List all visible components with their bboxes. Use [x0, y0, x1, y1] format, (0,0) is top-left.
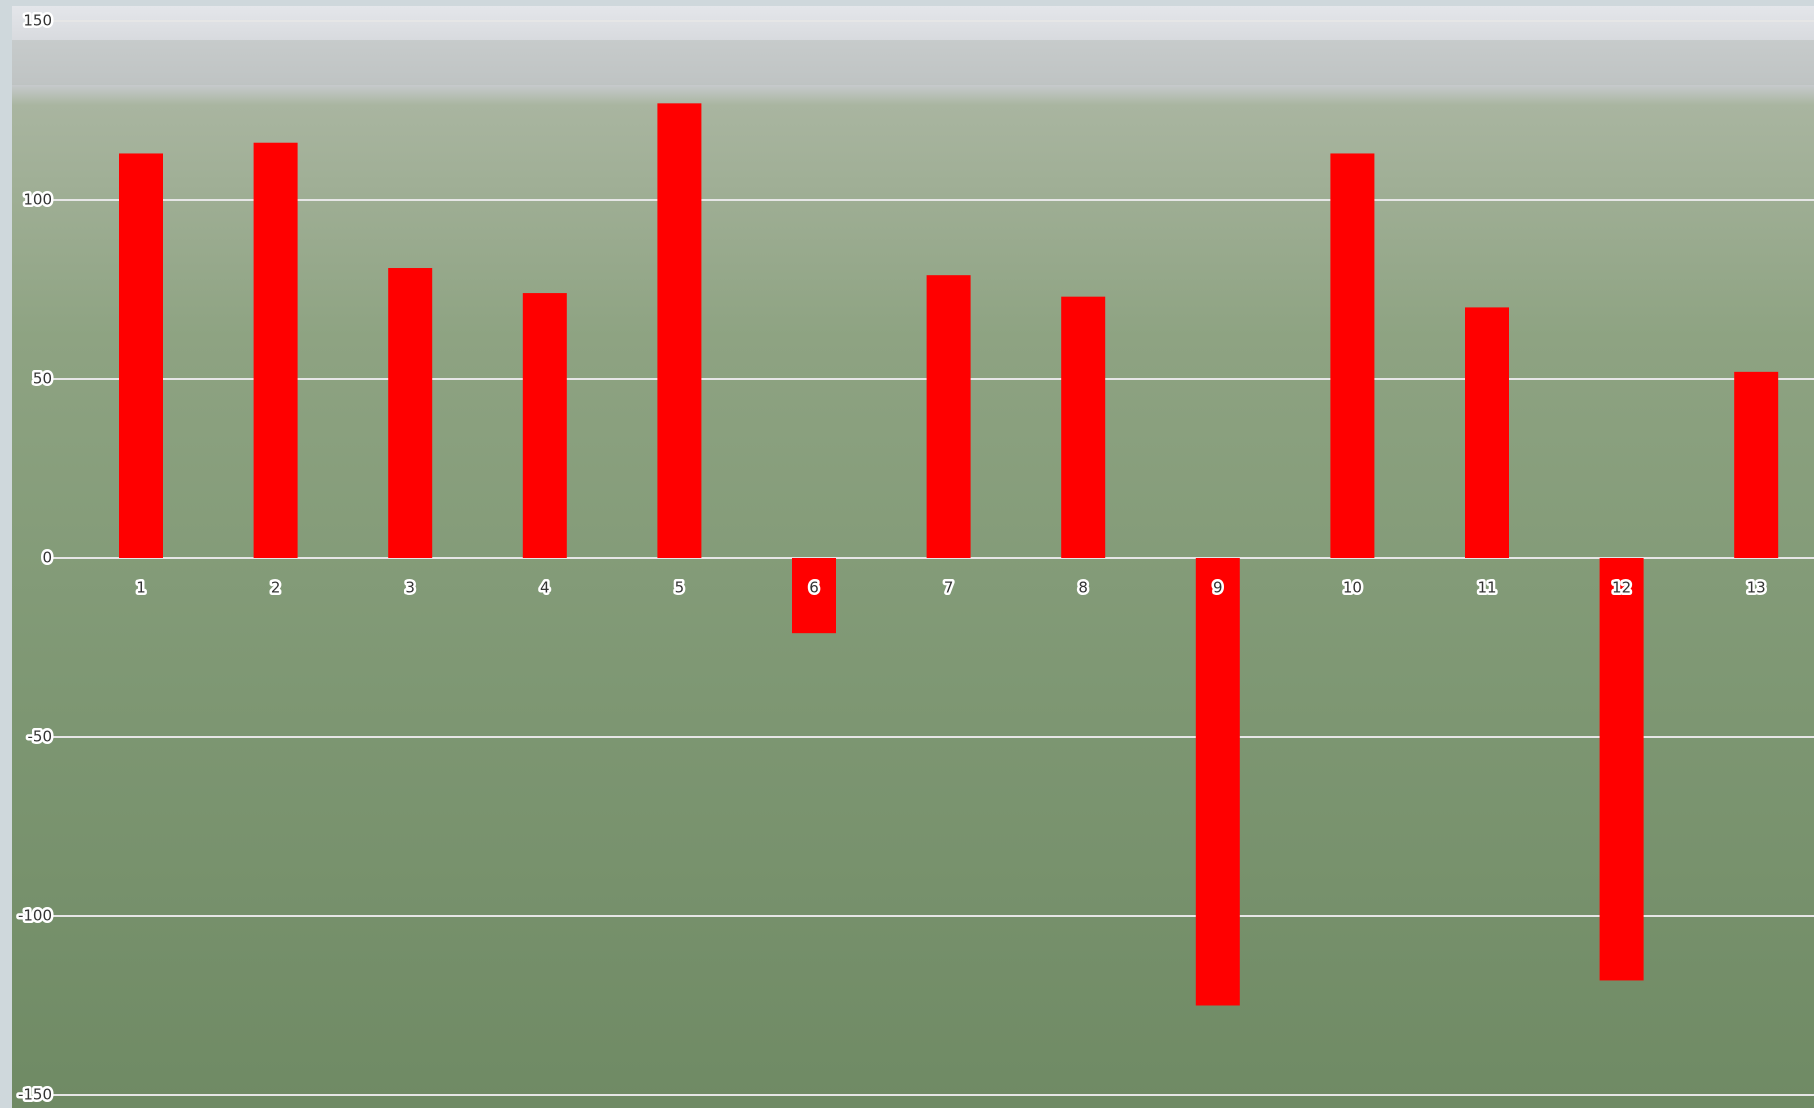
- bar: [388, 268, 433, 558]
- bar: [253, 142, 298, 558]
- x-tick-label: 9: [1213, 579, 1223, 597]
- y-tick-label: 50: [33, 370, 52, 388]
- x-tick-label: 4: [540, 579, 550, 597]
- x-tick-label: 3: [405, 579, 415, 597]
- bar: [522, 293, 567, 558]
- y-tick-label: 150: [23, 12, 52, 30]
- x-tick-label: 10: [1343, 579, 1362, 597]
- bar: [1330, 153, 1375, 558]
- bar: [1599, 558, 1644, 981]
- bar: [1734, 371, 1779, 558]
- x-tick-label: 11: [1477, 579, 1496, 597]
- x-tick-label: 12: [1612, 579, 1631, 597]
- x-tick-label: 6: [809, 579, 819, 597]
- x-tick-label: 1: [136, 579, 146, 597]
- bar: [1195, 558, 1240, 1006]
- bar: [926, 275, 971, 558]
- bar: [119, 153, 163, 558]
- horizon-haze: [12, 40, 1814, 85]
- bar: [792, 558, 836, 634]
- x-tick-label: 2: [271, 579, 281, 597]
- x-tick-label: 7: [944, 579, 954, 597]
- x-tick-label: 5: [675, 579, 685, 597]
- bar: [1061, 296, 1106, 558]
- x-tick-label: 13: [1747, 579, 1766, 597]
- y-tick-label: -150: [18, 1086, 52, 1104]
- y-tick-label: -50: [28, 728, 53, 746]
- bar: [657, 103, 702, 558]
- bar: [1465, 307, 1509, 558]
- y-tick-label: 100: [23, 191, 52, 209]
- y-tick-label: 0: [42, 549, 52, 567]
- x-tick-label: 8: [1078, 579, 1088, 597]
- y-tick-label: -100: [18, 907, 52, 925]
